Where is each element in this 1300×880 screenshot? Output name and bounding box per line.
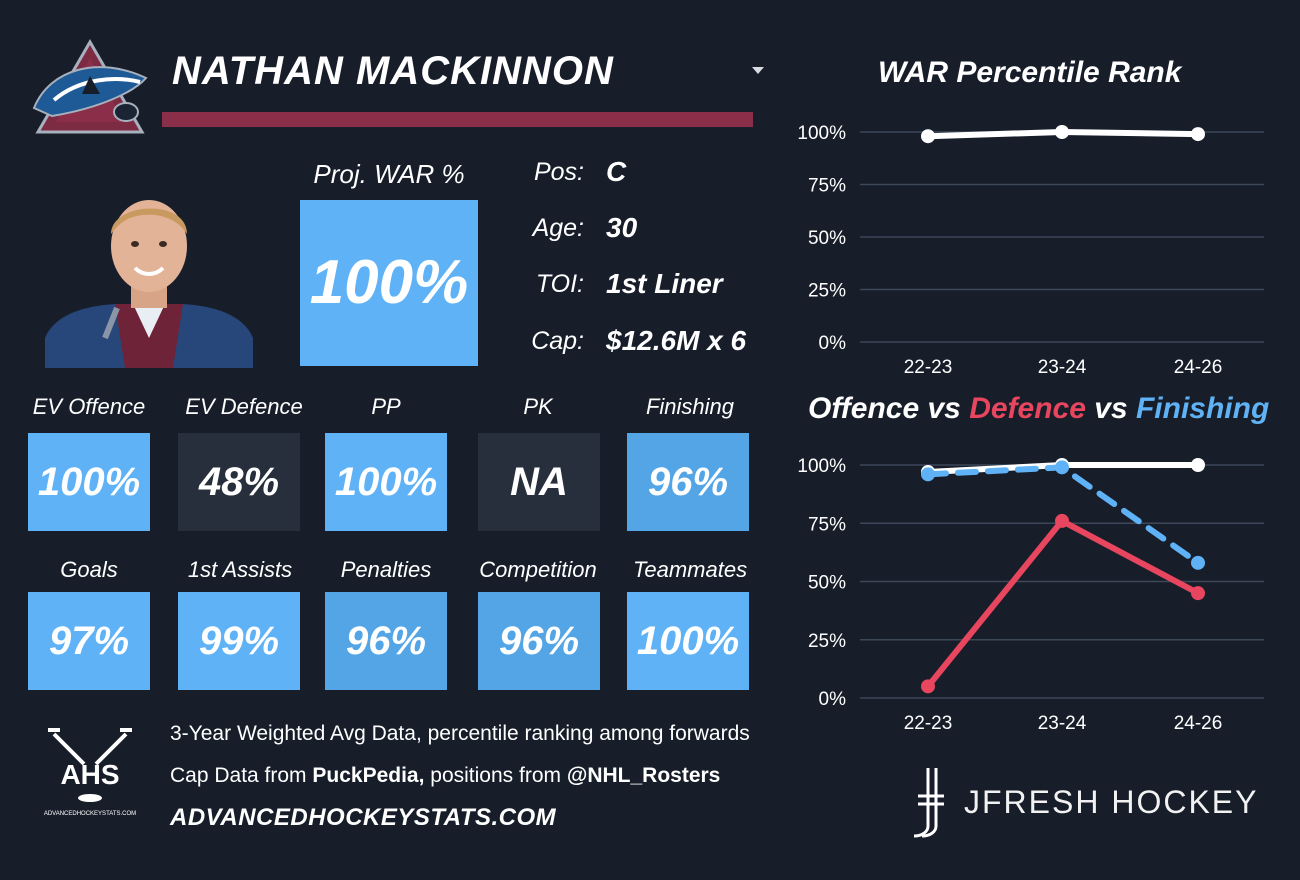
- ahs-logo-text: AHS: [60, 759, 119, 790]
- war-chart-xtick-label: 22-23: [904, 357, 953, 378]
- ovd-title-offence: Offence: [808, 392, 920, 425]
- stat-label-1st-assists: 1st Assists: [187, 557, 293, 582]
- ovd-chart-ytick-label: 50%: [808, 573, 846, 594]
- ovd-chart-ytick-label: 75%: [808, 514, 846, 535]
- stat-tile-pk: NA: [478, 433, 600, 531]
- stat-label-pp: PP: [371, 394, 401, 419]
- stat-label-finishing: Finishing: [645, 394, 735, 419]
- footer-nhl-rosters: @NHL_Rosters: [566, 764, 721, 787]
- chevron-down-icon[interactable]: [748, 62, 768, 78]
- footer-data-note: 3-Year Weighted Avg Data, percentile ran…: [170, 722, 750, 745]
- stat-tile-ev-defence: 48%: [178, 433, 300, 531]
- player-name: NATHAN MACKINNON: [172, 49, 614, 93]
- footer-sources-mid: positions from: [424, 764, 567, 787]
- war-chart-xtick-label: 24-26: [1174, 357, 1223, 378]
- ovd-chart-ytick-label: 100%: [797, 456, 846, 477]
- ovd-chart-series-point-0: [1191, 458, 1205, 472]
- ovd-chart-xtick-label: 23-24: [1038, 713, 1087, 734]
- stat-label-ev-offence: EV Offence: [32, 394, 146, 419]
- stat-label-teammates: Teammates: [632, 557, 748, 582]
- stat-tile-penalties: 96%: [325, 592, 447, 690]
- stat-label-goals: Goals: [60, 557, 118, 582]
- stat-tile-pp: 100%: [325, 433, 447, 531]
- ovd-chart-series-point-1: [921, 467, 935, 482]
- name-underline: [162, 112, 753, 127]
- stat-label-competition: Competition: [479, 557, 597, 582]
- info-value-cap: $12.6M x 6: [606, 325, 747, 356]
- ovd-title-finishing: Finishing: [1135, 392, 1270, 425]
- war-chart-xtick-label: 23-24: [1038, 357, 1087, 378]
- stat-label-ev-defence: EV Defence: [185, 394, 303, 419]
- ovd-chart-xtick-label: 22-23: [904, 713, 953, 734]
- ovd-title-vs1: vs: [919, 392, 970, 425]
- stat-label-penalties: Penalties: [340, 557, 432, 582]
- ovd-chart-series-line-2: [925, 517, 1201, 690]
- jfresh-hockey-stick-logo: [913, 768, 944, 838]
- ovd-title-vs2: vs: [1085, 392, 1136, 425]
- ovd-chart-series-point-2: [1055, 513, 1069, 528]
- info-value-age: 30: [606, 212, 638, 243]
- stat-tile-competition: 96%: [478, 592, 600, 690]
- info-label-pos: Pos:: [533, 158, 584, 186]
- footer-site-link[interactable]: ADVANCEDHOCKEYSTATS.COM: [170, 804, 557, 831]
- footer-sources-prefix: Cap Data from: [170, 764, 313, 787]
- colorado-avalanche-logo: [32, 39, 148, 134]
- war-chart-ytick-label: 50%: [808, 228, 846, 249]
- info-label-toi: TOI:: [535, 270, 584, 298]
- footer-puckpedia: PuckPedia,: [312, 764, 425, 787]
- proj-war-value: 100%: [300, 200, 478, 366]
- ovd-chart-series-point-1: [1191, 555, 1205, 570]
- war-chart-series-point-0: [921, 129, 935, 144]
- stat-tile-finishing: 96%: [627, 433, 749, 531]
- stat-tile-teammates: 100%: [627, 592, 749, 690]
- info-value-pos: C: [606, 156, 627, 187]
- ahs-logo-subtext: ADVANCEDHOCKEYSTATS.COM: [44, 811, 136, 817]
- offence-defence-finishing-chart: 0% 25% 50% 75% 100% 22-23 23-24 24-26: [797, 456, 1264, 734]
- stat-tile-1st-assists: 99%: [178, 592, 300, 690]
- war-percentile-chart: 0% 25% 50% 75% 100% 22-23 23-24 24-26: [797, 123, 1264, 378]
- ovd-chart-series-point-2: [921, 679, 935, 694]
- stat-tile-ev-offence: 100%: [28, 433, 150, 531]
- ovd-chart-title: Offence vs Defence vs Finishing: [808, 390, 1269, 428]
- ovd-chart-xtick-label: 24-26: [1174, 713, 1223, 734]
- info-label-cap: Cap:: [531, 327, 584, 355]
- war-chart-ytick-label: 25%: [808, 281, 846, 302]
- war-chart-ytick-label: 0%: [819, 333, 847, 354]
- proj-war-label: Proj. WAR %: [313, 159, 465, 189]
- ahs-logo: AHS ADVANCEDHOCKEYSTATS.COM: [44, 728, 136, 817]
- war-chart-series-point-0: [1055, 125, 1069, 139]
- ovd-chart-ytick-label: 25%: [808, 631, 846, 652]
- jfresh-hockey-brand: JFRESH HOCKEY: [964, 784, 1259, 820]
- stat-tile-goals: 97%: [28, 592, 150, 690]
- ovd-chart-series-point-2: [1191, 586, 1205, 601]
- stat-label-pk: PK: [523, 394, 553, 419]
- ovd-chart-ytick-label: 0%: [819, 689, 847, 710]
- war-chart-ytick-label: 75%: [808, 176, 846, 197]
- player-photo: [45, 200, 253, 368]
- info-label-age: Age:: [532, 214, 584, 242]
- ovd-chart-series-point-1: [1055, 460, 1069, 475]
- info-value-toi: 1st Liner: [606, 268, 723, 299]
- footer-sources: Cap Data from PuckPedia, positions from …: [170, 762, 720, 790]
- war-chart-series-point-0: [1191, 127, 1205, 142]
- war-chart-ytick-label: 100%: [797, 123, 846, 144]
- war-chart-title: WAR Percentile Rank: [878, 56, 1182, 89]
- ovd-title-defence: Defence: [969, 392, 1086, 425]
